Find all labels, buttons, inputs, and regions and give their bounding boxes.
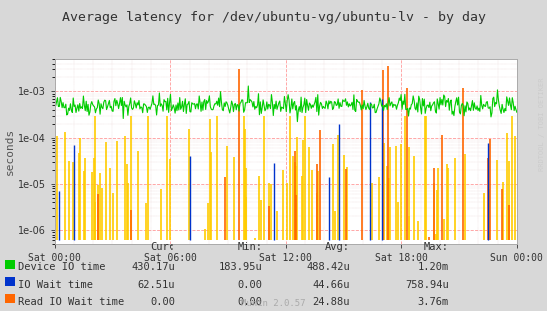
Text: 0.00: 0.00 xyxy=(150,297,175,307)
Text: Device IO time: Device IO time xyxy=(18,262,105,272)
Text: 758.94u: 758.94u xyxy=(405,280,449,290)
Text: Average latency for /dev/ubuntu-vg/ubuntu-lv - by day: Average latency for /dev/ubuntu-vg/ubunt… xyxy=(61,11,486,24)
Text: IO Wait time: IO Wait time xyxy=(18,280,92,290)
Text: Cur:: Cur: xyxy=(150,242,175,252)
Text: 183.95u: 183.95u xyxy=(219,262,263,272)
Text: 0.00: 0.00 xyxy=(237,297,263,307)
Text: 430.17u: 430.17u xyxy=(131,262,175,272)
Text: 62.51u: 62.51u xyxy=(137,280,175,290)
Text: Avg:: Avg: xyxy=(325,242,350,252)
Text: Munin 2.0.57: Munin 2.0.57 xyxy=(241,299,306,308)
Text: RRDTOOL / TOBI OETIKER: RRDTOOL / TOBI OETIKER xyxy=(539,78,545,171)
Text: 1.20m: 1.20m xyxy=(417,262,449,272)
Text: 44.66u: 44.66u xyxy=(312,280,350,290)
Text: 488.42u: 488.42u xyxy=(306,262,350,272)
Text: Min:: Min: xyxy=(237,242,263,252)
Text: Read IO Wait time: Read IO Wait time xyxy=(18,297,124,307)
Text: 0.00: 0.00 xyxy=(237,280,263,290)
Y-axis label: seconds: seconds xyxy=(5,128,15,175)
Text: 24.88u: 24.88u xyxy=(312,297,350,307)
Text: Max:: Max: xyxy=(423,242,449,252)
Text: 3.76m: 3.76m xyxy=(417,297,449,307)
